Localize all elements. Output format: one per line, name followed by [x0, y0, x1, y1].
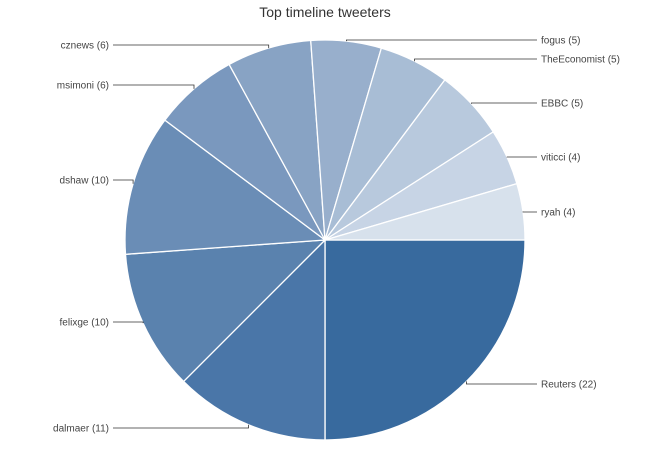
slice-label-ebbc: EBBC (5): [541, 99, 583, 110]
leader-line-felixge: [113, 321, 144, 324]
leader-line-dshaw: [113, 179, 134, 184]
slice-label-theeconomist: TheEconomist (5): [541, 55, 620, 66]
leader-line-reuters: [465, 381, 537, 385]
leader-line-cznews: [113, 44, 270, 49]
leader-line-msimoni: [113, 84, 195, 89]
slice-label-cznews: cznews (6): [61, 41, 109, 52]
slice-label-dalmaer: dalmaer (11): [53, 424, 109, 435]
slice-label-msimoni: msimoni (6): [57, 81, 109, 92]
leader-line-ryah: [522, 211, 537, 213]
pie-slice-dalmaer: [182, 238, 326, 441]
pie-slice-reuters: [324, 239, 526, 441]
slice-label-viticci: viticci (4): [541, 153, 580, 164]
slice-label-reuters: Reuters (22): [541, 380, 597, 391]
slice-label-dshaw: dshaw (10): [60, 176, 109, 187]
leader-line-fogus: [345, 39, 537, 42]
slice-label-ryah: ryah (4): [541, 208, 575, 219]
slice-label-fogus: fogus (5): [541, 36, 580, 47]
leader-line-dalmaer: [113, 424, 249, 429]
slice-label-felixge: felixge (10): [60, 318, 109, 329]
chart-title: Top timeline tweeters: [259, 4, 391, 20]
leader-line-theeconomist: [414, 58, 537, 62]
leader-line-ebbc: [470, 102, 537, 104]
